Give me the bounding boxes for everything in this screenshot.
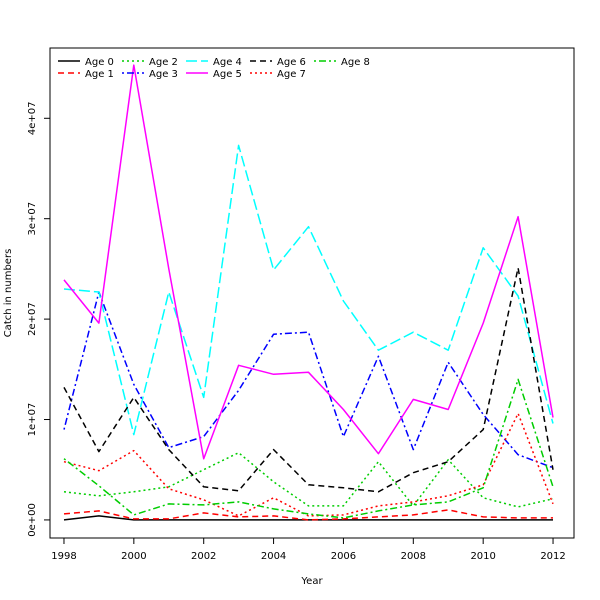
- series-line-age-4: [63, 144, 554, 436]
- x-tick-label: 2004: [261, 551, 286, 562]
- legend-label: Age 8: [341, 57, 370, 68]
- x-tick-label: 2002: [191, 551, 216, 562]
- series-line-age-7: [63, 412, 554, 517]
- x-tick-label: 2008: [401, 551, 426, 562]
- series-line-age-1: [63, 509, 553, 521]
- x-tick-label: 2012: [540, 551, 565, 562]
- x-tick-label: 2000: [121, 551, 146, 562]
- legend-label: Age 6: [277, 57, 306, 68]
- series-line-age-8: [63, 378, 554, 519]
- x-axis-title: Year: [300, 576, 323, 587]
- y-axis: 0e+00 1e+07 2e+07 3e+07 4e+07: [27, 101, 50, 537]
- y-tick-label: 0e+00: [27, 503, 38, 537]
- y-axis-title: Catch in numbers: [3, 249, 14, 338]
- legend-label: Age 3: [149, 69, 178, 80]
- legend-label: Age 2: [149, 57, 178, 68]
- y-tick-label: 2e+07: [27, 302, 38, 336]
- legend-label: Age 5: [213, 69, 242, 80]
- series-line-age-0: [63, 515, 553, 521]
- legend-label: Age 4: [213, 57, 242, 68]
- legend-label: Age 0: [85, 57, 114, 68]
- x-axis: 1998 2000 2002 2004 2006 2008 2010 2012: [51, 538, 566, 562]
- y-tick-label: 3e+07: [27, 202, 38, 236]
- x-tick-label: 1998: [51, 551, 76, 562]
- legend-label: Age 1: [85, 69, 114, 80]
- x-tick-label: 2010: [470, 551, 495, 562]
- y-tick-label: 1e+07: [27, 403, 38, 437]
- x-tick-label: 2006: [331, 551, 356, 562]
- series-line-age-2: [63, 451, 554, 508]
- series-layer: [63, 64, 554, 521]
- series-line-age-6: [63, 267, 554, 493]
- series-line-age-3: [63, 291, 554, 469]
- plot-frame: [49, 47, 575, 539]
- legend-label: Age 7: [277, 69, 306, 80]
- y-tick-label: 4e+07: [27, 101, 38, 135]
- series-line-age-5: [63, 64, 554, 460]
